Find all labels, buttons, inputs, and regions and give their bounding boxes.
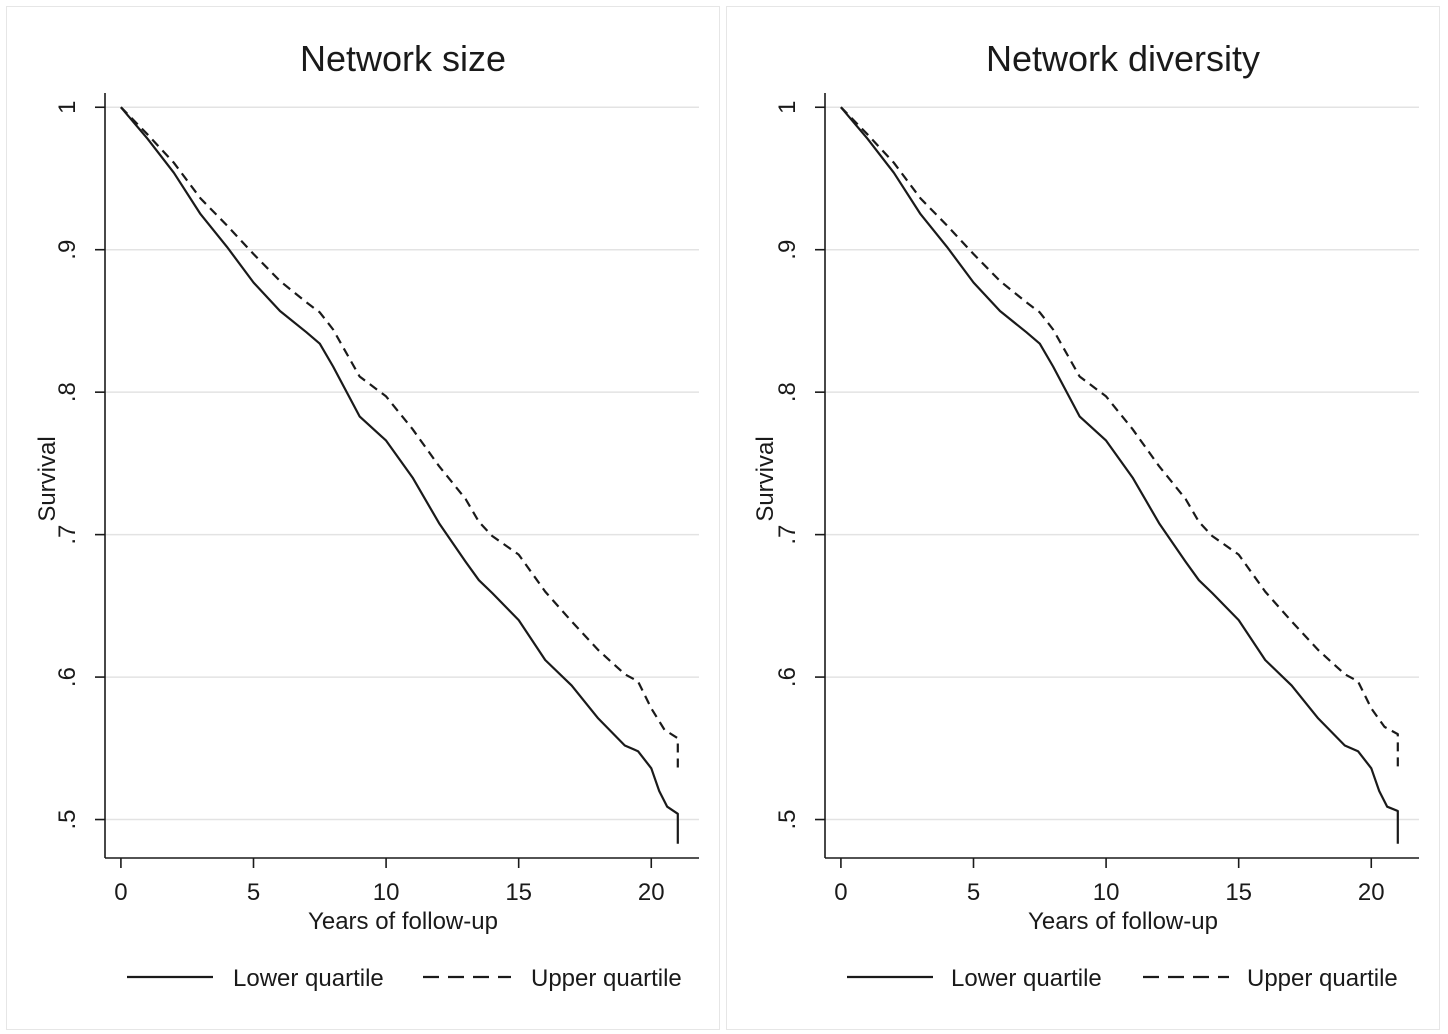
ticks: .5.6.7.8.910 5 10 15 20 (774, 101, 1385, 906)
legend-label-upper-quartile: Upper quartile (1247, 965, 1398, 992)
y-tick-label: .9 (54, 240, 81, 260)
x-tick-label: 20 (638, 879, 665, 906)
y-axis-label: Survival (752, 436, 779, 521)
y-tick-label: 1 (774, 101, 801, 114)
series-group (120, 106, 679, 844)
x-tick-label: 15 (1225, 879, 1252, 906)
chart-network-size: Network size Survival Years of follow-up… (34, 38, 699, 992)
x-tick-label: 15 (505, 879, 532, 906)
y-tick-label: .7 (774, 525, 801, 545)
x-tick-label: 10 (373, 879, 400, 906)
legend-label-lower-quartile: Lower quartile (233, 965, 384, 992)
gridlines (105, 106, 699, 821)
y-tick-label: 1 (54, 101, 81, 114)
y-tick-label: .6 (54, 667, 81, 687)
y-tick-label: .7 (54, 525, 81, 545)
y-tick-label: .8 (54, 382, 81, 402)
x-tick-label: 0 (114, 879, 127, 906)
x-tick-label: 5 (247, 879, 260, 906)
x-tick-label: 20 (1358, 879, 1385, 906)
legend-label-lower-quartile: Lower quartile (951, 965, 1102, 992)
series-group (840, 106, 1399, 844)
legend-label-upper-quartile: Upper quartile (531, 965, 682, 992)
axes (104, 93, 699, 859)
series-line-lower-quartile (840, 106, 1399, 844)
y-tick-label: .8 (774, 382, 801, 402)
legend: Lower quartile Upper quartile (847, 965, 1398, 992)
ticks: .5.6.7.8.910 5 10 15 20 (54, 101, 665, 906)
y-tick-label: .5 (774, 810, 801, 830)
y-tick-label: .6 (774, 667, 801, 687)
chart-panel-network-size: Network size Survival Years of follow-up… (6, 6, 720, 1030)
axes (824, 93, 1419, 859)
x-axis-label: Years of follow-up (1028, 908, 1218, 935)
gridlines (825, 106, 1419, 821)
x-axis-label: Years of follow-up (308, 908, 498, 935)
legend: Lower quartile Upper quartile (127, 965, 682, 992)
series-line-lower-quartile (120, 106, 679, 844)
chart-title: Network diversity (986, 38, 1260, 79)
y-tick-label: .5 (54, 810, 81, 830)
y-tick-label: .9 (774, 240, 801, 260)
chart-panel-network-diversity: Network diversity Survival Years of foll… (726, 6, 1440, 1030)
series-line-upper-quartile (120, 106, 679, 770)
x-tick-label: 0 (834, 879, 847, 906)
chart-network-diversity: Network diversity Survival Years of foll… (752, 38, 1419, 992)
chart-title: Network size (300, 38, 506, 79)
x-tick-label: 5 (967, 879, 980, 906)
y-axis-label: Survival (34, 436, 61, 521)
series-line-upper-quartile (840, 106, 1399, 767)
x-tick-label: 10 (1093, 879, 1120, 906)
